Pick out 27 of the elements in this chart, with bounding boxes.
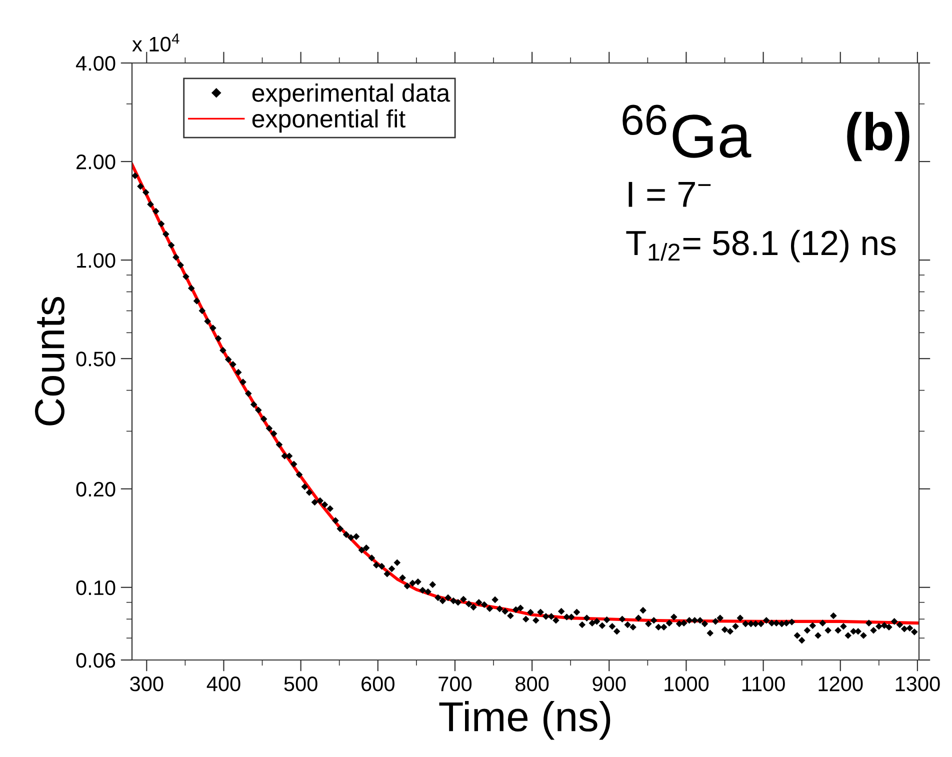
y-axis-title: Counts — [34, 296, 64, 426]
x-tick-label: 900 — [592, 676, 626, 692]
x-tick-label: 300 — [130, 676, 164, 692]
annotation: I = 7$^{−}$ — [628, 182, 711, 207]
x-tick-label: 1200 — [818, 676, 863, 692]
x-axis-title: Time (ns) — [439, 700, 610, 740]
y-tick-label: 0.20 — [76, 482, 116, 497]
y-tick-label: 0.06 — [76, 653, 116, 668]
x-tick-label: 500 — [284, 676, 318, 692]
annotation: (b) — [847, 112, 910, 162]
y-tick-label: 2.00 — [76, 154, 116, 170]
y-tick-label: 0.50 — [76, 352, 116, 366]
y-tick-label: 1.00 — [77, 253, 116, 268]
x-tick-label: 400 — [206, 676, 240, 692]
x-tick-label: 600 — [362, 676, 394, 692]
x-tick-label: 1000 — [664, 676, 709, 692]
x-tick-label: 700 — [438, 676, 472, 692]
y-tick-label: 4.00 — [76, 56, 116, 71]
x-tick-label: 1100 — [742, 676, 785, 692]
x-tick-label: 800 — [516, 676, 549, 692]
legend-label: experimental data — [252, 83, 450, 107]
annotation: $^{66}$Ga — [622, 104, 752, 158]
text: x 10$^{4}$ — [132, 34, 180, 52]
x-tick-label: 1300 — [896, 676, 940, 692]
y-tick-label: 0.10 — [76, 580, 116, 596]
legend-label: exponential fit — [252, 109, 406, 133]
annotation: T$_{1/2}$= 58.1 (12) ns — [626, 230, 896, 262]
